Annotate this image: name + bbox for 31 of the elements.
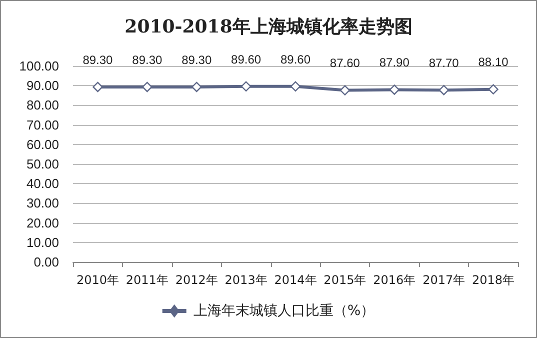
y-tick-label: 60.00 xyxy=(26,136,59,152)
y-tick-label: 100.00 xyxy=(19,58,59,74)
y-tick-label: 0.00 xyxy=(34,254,59,270)
y-tick-label: 70.00 xyxy=(26,117,59,132)
data-label: 89.60 xyxy=(231,52,262,66)
y-tick-label: 20.00 xyxy=(26,215,59,230)
data-label: 89.30 xyxy=(82,52,114,67)
data-label: 89.30 xyxy=(182,52,212,67)
data-label: 87.90 xyxy=(379,56,410,70)
x-tick-label: 2018年 xyxy=(472,273,515,287)
data-label: 87.60 xyxy=(330,56,360,70)
x-tick-label: 2011年 xyxy=(126,273,168,287)
x-tick-label: 2016年 xyxy=(373,273,416,287)
y-tick-label: 40.00 xyxy=(26,176,59,192)
data-label: 89.30 xyxy=(132,52,163,67)
y-tick-label: 50.00 xyxy=(26,156,59,172)
x-tick-label: 2012年 xyxy=(175,273,218,287)
x-tick-label: 2010年 xyxy=(76,273,119,287)
chart-title: 2010-2018年上海城镇化率走势图 xyxy=(124,16,412,38)
y-tick-label: 10.00 xyxy=(26,234,59,250)
data-label: 87.70 xyxy=(428,56,460,70)
x-tick-label: 2015年 xyxy=(324,273,366,287)
y-tick-label: 80.00 xyxy=(26,98,59,113)
data-label: 88.10 xyxy=(478,55,509,70)
x-tick-label: 2014年 xyxy=(274,273,317,287)
x-tick-label: 2013年 xyxy=(224,273,268,287)
data-label: 89.60 xyxy=(280,52,311,66)
legend-label: 上海年末城镇人口比重（%） xyxy=(193,303,375,319)
y-tick-label: 30.00 xyxy=(26,196,59,211)
y-tick-label: 90.00 xyxy=(26,78,59,94)
x-tick-label: 2017年 xyxy=(422,273,466,287)
